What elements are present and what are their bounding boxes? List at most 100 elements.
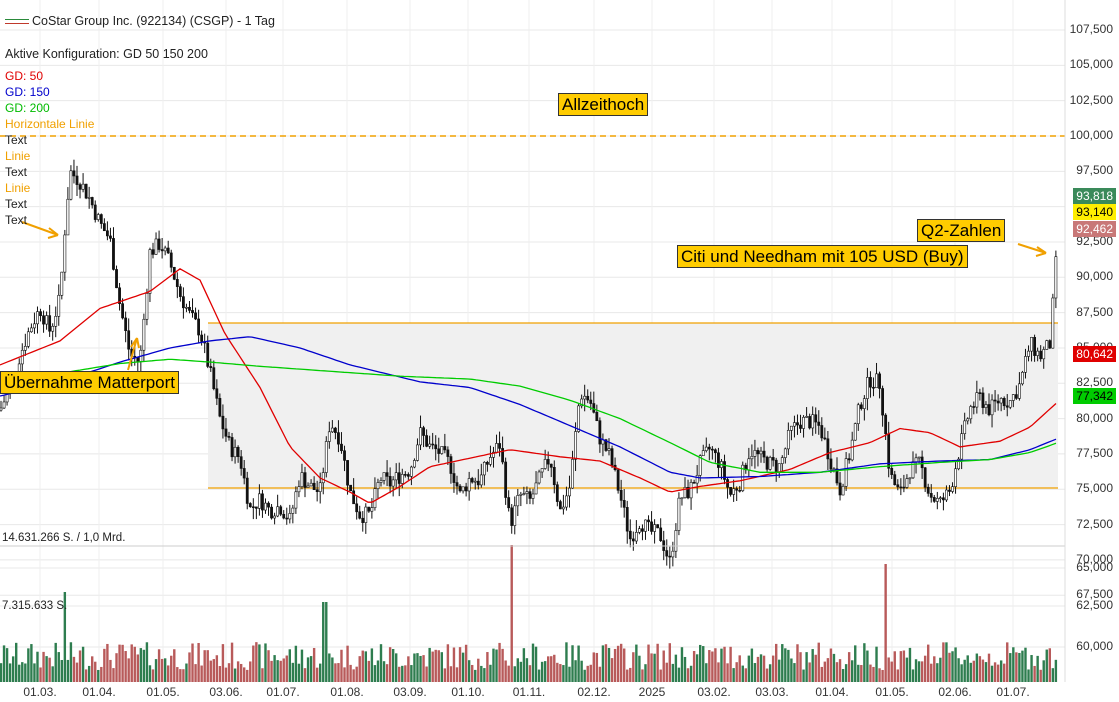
candle-body — [75, 175, 79, 185]
legend-text[interactable]: Text — [5, 213, 28, 227]
candle-body — [455, 482, 459, 487]
volume-bar — [714, 648, 717, 682]
volume-bar — [1003, 663, 1006, 682]
volume-bar — [188, 652, 191, 682]
price-badge-last: 93,140 — [1073, 204, 1116, 220]
candle-body — [796, 422, 799, 426]
candle-body — [780, 457, 784, 464]
legend-text[interactable]: Text — [5, 197, 28, 211]
candle-body — [1014, 394, 1018, 399]
legend-horizontal-line[interactable]: Horizontale Linie — [5, 117, 95, 131]
volume-bar — [379, 644, 383, 682]
candle-body — [327, 431, 331, 442]
volume-bar — [133, 646, 136, 682]
volume-bar — [282, 658, 285, 682]
candle-body — [251, 506, 255, 509]
volume-bar — [939, 657, 942, 682]
volume-bar — [902, 650, 906, 682]
candle-body — [619, 490, 623, 501]
volume-bar — [407, 656, 410, 682]
legend-gd50[interactable]: GD: 50 — [5, 69, 44, 83]
annotation-matterport[interactable]: Übernahme Matterport — [0, 371, 180, 394]
volume-bar — [106, 643, 109, 682]
candle-body — [987, 404, 991, 416]
candle-body — [540, 468, 544, 473]
candle-body — [1005, 405, 1009, 408]
candle-body — [236, 446, 240, 457]
volume-bar — [398, 666, 401, 682]
volume-bar — [346, 645, 349, 682]
volume-bar — [802, 669, 805, 682]
volume-bar — [206, 650, 209, 682]
annotation-allzeithoch[interactable]: Allzeithoch — [558, 93, 649, 116]
volume-bar — [489, 664, 492, 682]
volume-bar — [662, 650, 665, 682]
legend-line[interactable]: Linie — [5, 181, 31, 195]
volume-bar — [54, 642, 57, 682]
volume-bar — [419, 655, 422, 682]
candle-body — [631, 538, 635, 542]
candle-body — [294, 491, 298, 509]
candle-body — [589, 399, 593, 404]
candle-body — [248, 503, 252, 508]
annotation-citi-needham[interactable]: Citi und Needham mit 105 USD (Buy) — [677, 245, 968, 268]
volume-bar — [11, 656, 15, 682]
volume-bar — [650, 653, 653, 682]
volume-bar — [337, 663, 340, 682]
volume-bar — [428, 647, 431, 682]
candle-body — [233, 446, 237, 458]
volume-bar — [911, 669, 915, 682]
volume-bar — [212, 659, 215, 682]
candle-body — [206, 342, 210, 367]
volume-bar — [455, 667, 459, 682]
volume-bar — [601, 645, 605, 682]
volume-bar — [674, 654, 678, 682]
candle-body — [723, 461, 726, 480]
volume-bar — [534, 646, 538, 682]
volume-bar — [382, 661, 386, 682]
candle-body — [811, 414, 815, 429]
y-tick-label: 92,500 — [1076, 233, 1113, 248]
x-tick-label: 01.07. — [996, 685, 1030, 699]
volume-bar — [0, 663, 3, 682]
candle-body — [45, 315, 49, 325]
legend-gd150[interactable]: GD: 150 — [5, 85, 50, 99]
volume-bar — [942, 642, 945, 682]
volume-bar — [787, 649, 790, 682]
candle-body — [352, 490, 356, 505]
annotation-q2[interactable]: Q2-Zahlen — [917, 219, 1006, 242]
y-tick-label: 110,000 — [1071, 0, 1114, 1]
candle-body — [142, 318, 146, 351]
candle-body — [799, 424, 802, 429]
candle-body — [908, 477, 912, 480]
volume-bar — [422, 655, 425, 682]
x-tick-label: 01.03. — [23, 685, 57, 699]
candle-body — [595, 411, 599, 422]
volume-bar — [157, 649, 161, 682]
candle-body — [583, 395, 587, 400]
candle-body — [948, 489, 951, 492]
volume-bar — [990, 665, 994, 682]
legend-text[interactable]: Text — [5, 133, 28, 147]
candle-body — [984, 404, 988, 408]
candle-body — [282, 513, 286, 519]
candle-body — [242, 468, 246, 479]
volume-bar — [297, 663, 301, 682]
candle-body — [972, 406, 976, 408]
candle-body — [163, 247, 167, 252]
candle-body — [403, 474, 407, 476]
volume-bar — [78, 650, 82, 682]
candle-body — [340, 443, 343, 452]
legend-text[interactable]: Text — [5, 165, 28, 179]
volume-bar — [547, 656, 550, 682]
x-tick-label: 02.06. — [938, 685, 972, 699]
legend-gd200[interactable]: GD: 200 — [5, 101, 50, 115]
volume-tick-label: 60,000 — [1076, 639, 1113, 653]
candle-body — [39, 311, 42, 317]
candle-body — [291, 507, 295, 514]
candle-body — [549, 463, 553, 468]
volume-bar — [504, 660, 507, 682]
volume-bar — [309, 656, 313, 682]
legend-line[interactable]: Linie — [5, 149, 31, 163]
